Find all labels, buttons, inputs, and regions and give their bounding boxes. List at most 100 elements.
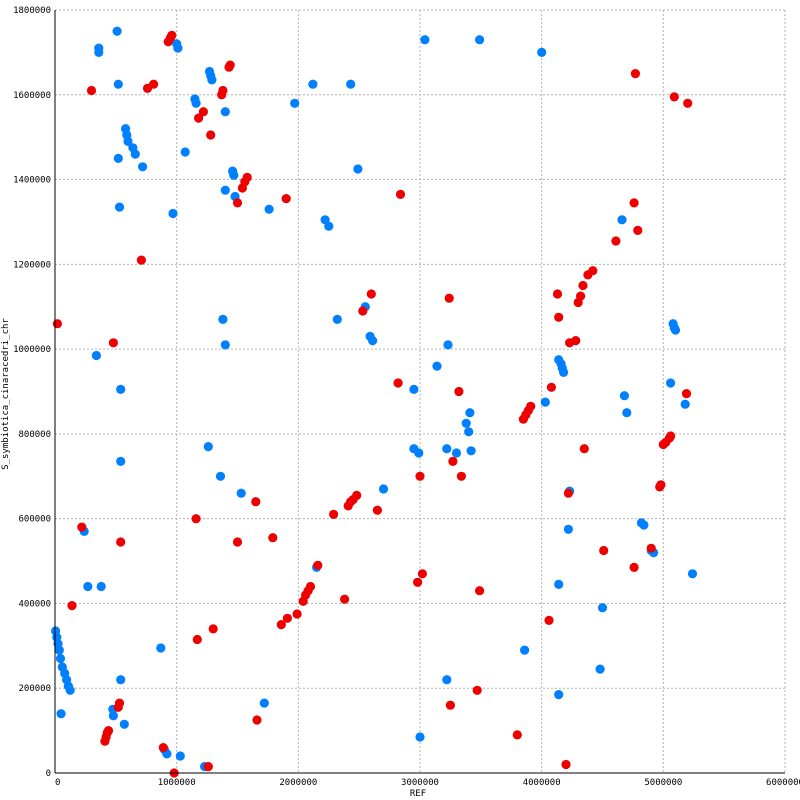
reverse-match-point [251,497,261,507]
reverse-match-point [282,613,292,623]
y-tick-label: 1400000 [13,176,51,186]
forward-match-point [451,448,462,458]
reverse-match-point [108,338,118,348]
reverse-match-point [192,634,202,645]
forward-match-point [332,314,342,324]
forward-match-point [123,136,133,146]
forward-match-point [414,448,424,458]
x-tick-label: 2000000 [279,778,317,788]
reverse-match-point [313,560,323,570]
y-tick-label: 800000 [18,430,51,440]
forward-match-point [229,170,239,180]
reverse-match-point [669,92,679,102]
forward-match-point [116,456,126,466]
forward-match-point [94,47,104,58]
forward-match-point [116,675,126,685]
reverse-match-point [366,289,376,299]
x-tick-label: 5000000 [644,778,682,788]
x-tick-label: 1000000 [158,778,196,788]
reverse-match-point [86,85,97,96]
y-tick-label: 0 [46,769,51,779]
forward-match-point [619,391,630,401]
reverse-match-point [629,198,639,208]
reverse-match-point [194,113,204,123]
forward-match-point [173,43,183,53]
forward-match-point [113,153,123,163]
y-tick-label: 400000 [18,599,51,609]
reverse-match-point [149,79,159,89]
forward-match-point [220,340,230,350]
reverse-match-point [198,107,208,117]
reverse-match-point [588,266,598,276]
y-tick-label: 1600000 [13,91,51,101]
forward-match-point [443,340,453,350]
forward-match-point [346,79,356,89]
forward-match-point [138,162,148,172]
reverse-match-point [268,533,278,543]
y-tick-label: 1200000 [13,260,51,270]
y-tick-labels: 0 200000 400000 600000 800000 1000000 1200000 1… [13,6,51,779]
forward-match-point [368,336,378,346]
forward-match-point [442,444,452,454]
reverse-match-point [276,620,286,630]
x-tick-label: 0 [55,778,60,788]
forward-match-point [353,164,363,174]
forward-match-point [91,350,101,361]
forward-match-point [130,149,140,159]
x-axis-label: REF [410,789,426,799]
reverse-match-point [191,514,201,524]
x-tick-labels: 0 1000000 2000000 3000000 4000000 5000000 6000… [55,778,800,788]
forward-match-point [554,690,564,700]
forward-match-point [119,719,129,729]
reverse-match-point [633,225,643,235]
forward-match-point [622,408,632,418]
forward-match-point [563,524,574,534]
forward-match-point [639,520,649,530]
forward-match-point [259,698,269,708]
reverse-match-point [225,60,235,70]
forward-match-point [116,384,126,394]
forward-match-point [215,471,226,481]
reverse-match-point [103,726,114,736]
reverse-match-point [666,431,676,441]
x-tick-label: 4000000 [523,778,561,788]
reverse-match-point [329,509,339,519]
reverse-match-point [52,319,63,329]
forward-match-point [466,446,476,456]
reverse-match-point [167,30,177,40]
reverse-match-point [578,280,588,291]
reverse-match-point [552,289,563,299]
reverse-match-point [232,537,243,547]
forward-match-point [559,367,569,377]
forward-match-point [55,653,66,664]
forward-match-point [409,384,419,394]
forward-match-point [168,208,178,219]
forward-match-point [220,107,230,117]
reverse-match-point [415,471,425,481]
forward-match-point [207,75,217,85]
reverse-match-point [413,577,423,587]
forward-match-point [465,408,475,418]
reverse-match-point [512,730,522,740]
reverse-match-point [242,172,252,182]
y-tick-label: 600000 [18,515,51,525]
reverse-match-point [352,490,362,500]
reverse-match-point [252,715,262,725]
forward-match-point [175,751,185,761]
reverse-match-point [656,480,666,490]
reverse-match-point [358,306,368,316]
forward-match-point [475,35,485,45]
forward-match-point [112,26,122,36]
x-tick-label: 3000000 [401,778,439,788]
reverse-match-point [158,743,168,753]
reverse-match-point [456,471,466,481]
forward-match-point [520,645,530,655]
reverse-match-point [136,255,146,265]
reverse-match-point [544,615,554,626]
forward-match-point [191,98,201,108]
forward-match-point [617,215,627,225]
reverse-match-point [475,586,485,596]
